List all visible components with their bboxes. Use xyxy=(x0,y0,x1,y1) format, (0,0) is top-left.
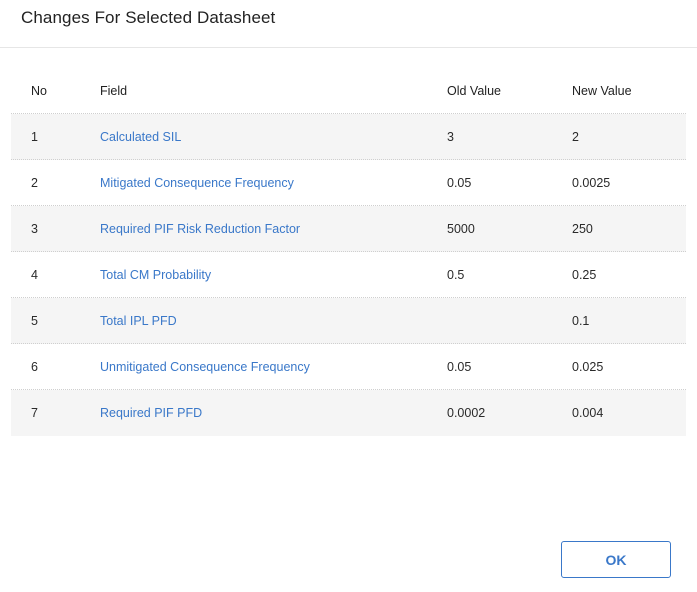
old-value: 3 xyxy=(447,129,454,144)
row-number: 1 xyxy=(31,129,38,144)
old-value: 0.0002 xyxy=(447,406,486,420)
row-number: 6 xyxy=(31,359,38,374)
table-row: 5 Total IPL PFD 0.1 xyxy=(11,298,686,344)
table-row: 7 Required PIF PFD 0.0002 0.004 xyxy=(11,390,686,436)
table-header-row: No Field Old Value New Value xyxy=(11,68,686,114)
field-link[interactable]: Unmitigated Consequence Frequency xyxy=(100,359,310,374)
row-number: 2 xyxy=(31,175,38,190)
table-row: 2 Mitigated Consequence Frequency 0.05 0… xyxy=(11,160,686,206)
row-number: 5 xyxy=(31,313,38,328)
row-number: 4 xyxy=(31,267,38,282)
column-header-no: No xyxy=(31,83,47,98)
old-value: 0.05 xyxy=(447,359,472,374)
new-value: 0.004 xyxy=(572,406,604,420)
new-value: 0.25 xyxy=(572,267,597,282)
column-header-old-value: Old Value xyxy=(447,83,501,98)
table-row: 3 Required PIF Risk Reduction Factor 500… xyxy=(11,206,686,252)
new-value: 0.025 xyxy=(572,359,604,374)
field-link[interactable]: Total CM Probability xyxy=(100,267,212,282)
column-header-new-value: New Value xyxy=(572,83,632,98)
dialog-header: Changes For Selected Datasheet xyxy=(0,0,697,48)
old-value: 0.05 xyxy=(447,175,472,190)
row-number: 3 xyxy=(31,221,38,236)
field-link[interactable]: Mitigated Consequence Frequency xyxy=(100,175,294,190)
dialog-title: Changes For Selected Datasheet xyxy=(21,8,276,27)
column-header-field: Field xyxy=(100,83,128,98)
new-value: 0.0025 xyxy=(572,175,611,190)
table-row: 6 Unmitigated Consequence Frequency 0.05… xyxy=(11,344,686,390)
old-value: 5000 xyxy=(447,221,475,236)
field-link[interactable]: Total IPL PFD xyxy=(100,313,177,328)
old-value: 0.5 xyxy=(447,267,465,282)
ok-button[interactable]: OK xyxy=(561,541,671,578)
changes-table: No Field Old Value New Value 1 Calculate… xyxy=(11,68,686,436)
new-value: 2 xyxy=(572,129,579,144)
new-value: 250 xyxy=(572,221,593,236)
new-value: 0.1 xyxy=(572,313,590,328)
field-link[interactable]: Required PIF PFD xyxy=(100,406,203,420)
table-row: 1 Calculated SIL 3 2 xyxy=(11,114,686,160)
field-link[interactable]: Required PIF Risk Reduction Factor xyxy=(100,221,301,236)
field-link[interactable]: Calculated SIL xyxy=(100,129,182,144)
table-row: 4 Total CM Probability 0.5 0.25 xyxy=(11,252,686,298)
row-number: 7 xyxy=(31,406,38,420)
